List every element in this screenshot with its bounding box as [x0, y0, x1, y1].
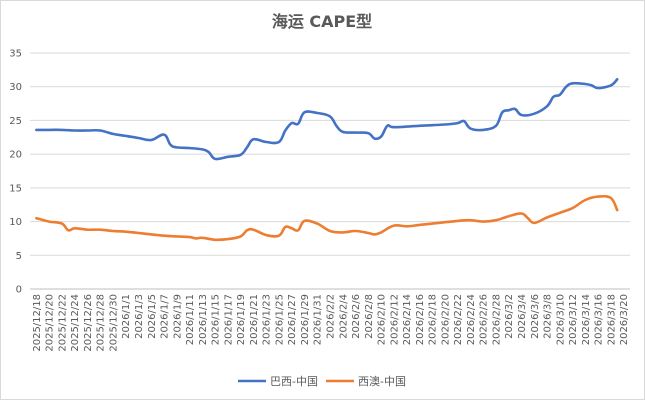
chart-title: 海运 CAPE型	[272, 12, 372, 31]
x-tick-label: 2026/2/8	[364, 294, 375, 339]
x-tick-label: 2025/12/24	[70, 294, 81, 352]
x-tick-label: 2026/3/20	[619, 294, 630, 345]
x-tick-label: 2025/12/18	[32, 294, 43, 352]
x-tick-label: 2026/2/4	[338, 294, 349, 339]
x-tick-label: 2026/1/11	[185, 294, 196, 345]
x-tick-label: 2026/1/9	[172, 294, 183, 339]
legend-label: 西澳-中国	[358, 375, 406, 388]
x-tick-label: 2026/2/24	[466, 294, 477, 345]
x-tick-label: 2026/1/17	[223, 294, 234, 345]
series-line-1	[35, 194, 619, 242]
x-tick-label: 2026/2/18	[428, 294, 439, 345]
x-tick-label: 2026/1/1	[121, 294, 132, 339]
y-tick-label: 10	[9, 217, 22, 228]
x-tick-label: 2026/2/16	[415, 294, 426, 345]
x-tick-label: 2026/3/8	[543, 294, 554, 339]
x-tick-label: 2026/2/22	[453, 294, 464, 345]
x-tick-label: 2026/1/21	[249, 294, 260, 345]
x-axis-ticks: 2025/12/18 2025/12/20 2025/12/22 2025/12/24…	[32, 294, 630, 352]
x-tick-label: 2026/3/10	[555, 294, 566, 345]
x-tick-label: 2026/2/2	[326, 294, 337, 339]
y-tick-label: 20	[9, 150, 22, 161]
x-tick-label: 2026/1/27	[287, 294, 298, 345]
y-tick-label: 35	[9, 49, 22, 60]
series-lines	[35, 78, 619, 242]
x-tick-label: 2026/3/6	[530, 294, 541, 339]
x-tick-label: 2026/1/19	[236, 294, 247, 345]
y-tick-label: 25	[9, 116, 22, 127]
x-tick-label: 2026/1/23	[262, 294, 273, 345]
x-tick-label: 2026/3/2	[504, 294, 515, 339]
x-tick-label: 2026/2/20	[440, 294, 451, 345]
x-tick-label: 2025/12/26	[83, 294, 94, 352]
x-tick-label: 2025/12/22	[57, 294, 68, 352]
x-tick-label: 2026/1/13	[198, 294, 209, 345]
x-tick-label: 2026/1/7	[160, 294, 171, 339]
x-tick-label: 2026/1/31	[313, 294, 324, 345]
x-tick-label: 2026/2/12	[389, 294, 400, 345]
y-tick-label: 5	[16, 251, 22, 262]
x-tick-label: 2026/1/3	[134, 294, 145, 339]
x-tick-label: 2025/12/20	[45, 294, 56, 352]
legend: 巴西-中国 西澳-中国	[238, 375, 406, 388]
x-tick-label: 2026/3/4	[517, 294, 528, 339]
x-tick-label: 2026/2/6	[351, 294, 362, 339]
y-tick-label: 15	[9, 183, 22, 194]
x-tick-label: 2026/3/12	[568, 294, 579, 345]
x-tick-label: 2026/2/28	[491, 294, 502, 345]
x-tick-label: 2026/2/14	[402, 294, 413, 345]
x-tick-label: 2026/3/18	[606, 294, 617, 345]
x-tick-label: 2026/1/5	[147, 294, 158, 339]
series-line-0	[35, 78, 619, 161]
y-tick-label: 0	[16, 285, 22, 296]
x-tick-label: 2026/1/15	[211, 294, 222, 345]
y-tick-label: 30	[9, 82, 22, 93]
x-tick-label: 2025/12/30	[108, 294, 119, 352]
x-tick-label: 2026/2/26	[479, 294, 490, 345]
y-axis-ticks: 0 5 10 15 20 25 30 35	[9, 49, 22, 296]
x-tick-label: 2026/1/25	[274, 294, 285, 345]
x-tick-label: 2026/1/29	[300, 294, 311, 345]
legend-label: 巴西-中国	[270, 375, 318, 388]
x-tick-label: 2026/3/16	[594, 294, 605, 345]
x-tick-label: 2025/12/28	[96, 294, 107, 352]
x-tick-label: 2026/3/14	[581, 294, 592, 345]
x-tick-label: 2026/2/10	[377, 294, 388, 345]
